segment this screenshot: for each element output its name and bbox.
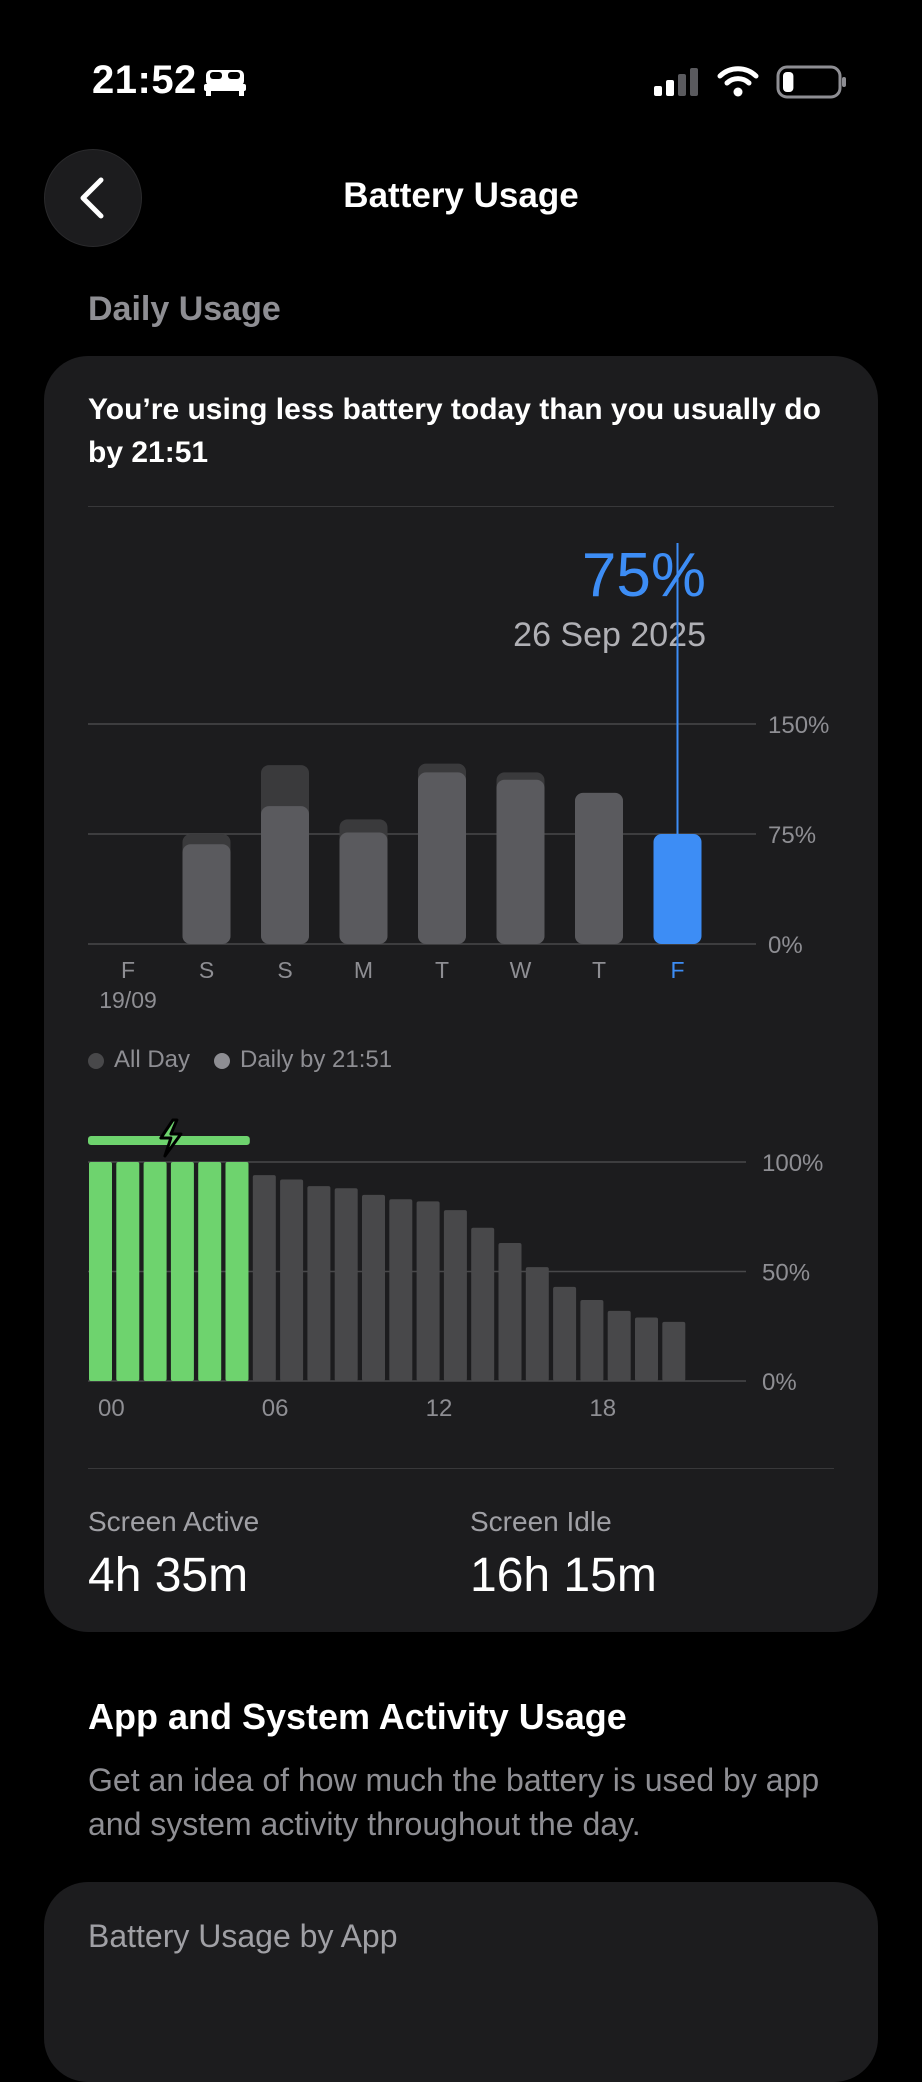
x-tick-label: 12: [426, 1395, 453, 1420]
weekly-usage-chart[interactable]: 0% 75% 150% F S S M T W T F 19/09: [0, 520, 922, 1020]
usage-headline: You’re using less battery today than you…: [88, 393, 821, 469]
bar-hourly: [443, 1210, 467, 1381]
bar-daily: [418, 772, 466, 944]
legend-label-all-day: All Day: [114, 1046, 191, 1073]
bar-hourly: [362, 1194, 385, 1381]
bar-hourly: [580, 1299, 604, 1381]
legend-label-daily-by: Daily by 21:51: [240, 1046, 393, 1073]
bar-charging: [116, 1162, 140, 1381]
x-tick-label: W: [510, 957, 532, 983]
bar-hourly: [334, 1188, 358, 1381]
x-tick-label: 00: [98, 1395, 125, 1420]
x-tick-label: M: [354, 957, 373, 983]
legend-dot-all-day: [88, 1052, 104, 1069]
hourly-battery-chart[interactable]: 0% 50% 100% 00 06 12 18: [0, 1110, 922, 1420]
y-tick-label: 0%: [768, 932, 803, 959]
bar-selected: [653, 834, 702, 944]
bar-daily: [182, 844, 231, 944]
bar-hourly: [252, 1175, 276, 1381]
screen-idle-value: 16h 15m: [470, 1549, 657, 1602]
bar-daily: [339, 832, 388, 944]
lightning-icon: [159, 1118, 183, 1158]
bar-hourly: [307, 1186, 331, 1381]
bar-hourly: [662, 1321, 686, 1381]
x-tick-label: S: [277, 957, 292, 983]
bar-daily: [261, 806, 309, 944]
legend-dot-daily-by: [214, 1052, 230, 1069]
bar-daily: [496, 779, 545, 944]
bar-hourly: [553, 1286, 577, 1381]
y-tick-label: 0%: [762, 1369, 797, 1396]
status-time: 21:52: [92, 58, 197, 102]
legend-all-day: All Day: [88, 1046, 190, 1074]
x-tick-label: S: [199, 957, 214, 983]
bar-daily: [575, 792, 623, 944]
bar-charging: [89, 1162, 112, 1381]
legend-daily-by: Daily by 21:51: [214, 1046, 392, 1074]
bar-charging: [198, 1162, 222, 1381]
battery-by-app-card[interactable]: [44, 1882, 878, 2082]
divider: [88, 506, 834, 507]
daily-usage-card: [44, 356, 878, 1632]
back-button[interactable]: [44, 149, 142, 247]
x-tick-label: F: [121, 957, 135, 983]
bar-charging: [225, 1162, 249, 1381]
selected-percent: 75%: [581, 541, 706, 610]
chevron-left-icon: [80, 177, 104, 219]
bar-hourly: [416, 1201, 440, 1381]
bar-hourly: [280, 1179, 304, 1381]
page-title: Battery Usage: [343, 176, 579, 215]
bar-hourly: [607, 1310, 631, 1381]
x-tick-label: 06: [262, 1395, 289, 1420]
app-activity-title: App and System Activity Usage: [88, 1696, 627, 1737]
screen-idle-label: Screen Idle: [470, 1506, 612, 1537]
lightning-bolt: [159, 1118, 183, 1158]
y-tick-label: 150%: [768, 712, 829, 739]
bar-charging: [170, 1162, 194, 1381]
divider: [88, 1468, 834, 1469]
bar-hourly: [389, 1199, 413, 1381]
selected-date: 26 Sep 2025: [513, 616, 706, 654]
app-activity-description: Get an idea of how much the battery is u…: [88, 1762, 820, 1842]
bar-hourly: [498, 1243, 522, 1381]
bar-charging: [143, 1162, 167, 1381]
screen-active-label: Screen Active: [88, 1506, 260, 1537]
y-tick-label: 100%: [762, 1150, 823, 1177]
x-tick-label: T: [592, 957, 606, 983]
screen-active-value: 4h 35m: [88, 1549, 249, 1602]
bar-hourly: [471, 1227, 495, 1381]
x-tick-label: 18: [589, 1395, 616, 1420]
y-tick-label: 75%: [768, 822, 816, 849]
battery-by-app-title: Battery Usage by App: [88, 1918, 398, 1954]
wifi-icon: [717, 66, 759, 97]
bar-hourly: [635, 1317, 658, 1381]
y-tick-label: 50%: [762, 1260, 810, 1287]
bar-hourly: [525, 1267, 549, 1381]
x-tick-label: F: [670, 957, 684, 983]
x-date-label: 19/09: [99, 987, 157, 1013]
battery-icon: [776, 65, 846, 99]
section-title-daily-usage: Daily Usage: [88, 290, 281, 328]
signal-icon: [654, 68, 698, 96]
bed-icon: [204, 70, 246, 96]
x-tick-label: T: [435, 957, 449, 983]
